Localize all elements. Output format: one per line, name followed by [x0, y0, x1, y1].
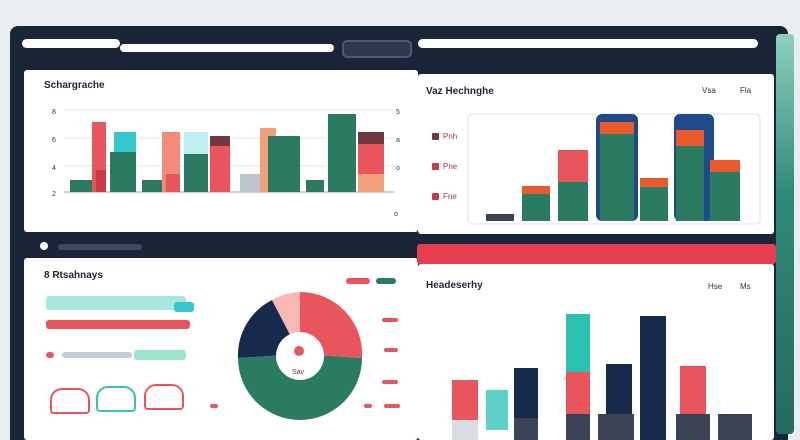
bar: [558, 150, 588, 182]
bar: [718, 414, 752, 440]
svg-text:4: 4: [52, 165, 56, 172]
svg-text:2: 2: [52, 191, 56, 198]
legend-label: Pnh: [443, 132, 458, 141]
bar: [710, 172, 740, 221]
bar: [676, 146, 704, 221]
pie-center-label: Sav: [292, 369, 305, 376]
bar: [96, 170, 106, 192]
svg-text:a: a: [396, 137, 400, 144]
status-dot-icon: [40, 242, 48, 250]
legend-item: Pne: [432, 162, 457, 171]
header-pill: [58, 244, 142, 250]
panel-title: 8 Rtsahnays: [44, 270, 103, 281]
bar: [358, 132, 384, 144]
bar: [452, 420, 478, 440]
header-tag[interactable]: Fla: [740, 86, 752, 95]
bar: [328, 114, 356, 192]
bar: [598, 414, 634, 440]
top-nav-pill-2[interactable]: [120, 44, 334, 52]
top-nav-pill-3[interactable]: [418, 39, 758, 48]
bar: [566, 414, 590, 440]
pie-slice: [238, 354, 362, 420]
bottom-right-header-bar: [417, 244, 776, 264]
placeholder-line: [62, 352, 132, 358]
chip-button[interactable]: [50, 388, 90, 414]
bar: [522, 186, 550, 194]
bar: [600, 122, 634, 134]
bar: [640, 178, 668, 187]
bar: [640, 187, 668, 221]
side-accent-strip: [776, 34, 794, 434]
bar: [166, 174, 180, 192]
top-nav-pill-1[interactable]: [22, 39, 120, 48]
bar: [676, 130, 704, 146]
header-tag[interactable]: Ms: [740, 282, 751, 291]
bar: [710, 160, 740, 172]
bar: [110, 152, 136, 192]
legend-label: Fne: [443, 192, 457, 201]
bar: [452, 380, 478, 420]
panel-title: Headeserhy: [426, 280, 483, 291]
chart-bottom-right: [452, 314, 752, 440]
bar: [142, 180, 164, 192]
bar: [70, 180, 94, 192]
legend-item: Fne: [432, 192, 457, 201]
header-tag[interactable]: Hse: [708, 282, 723, 291]
bar: [522, 194, 550, 221]
svg-text:o: o: [394, 211, 398, 218]
bar: [566, 314, 590, 372]
legend-swatch: [432, 193, 439, 200]
bar: [566, 372, 590, 414]
chip-button[interactable]: [96, 386, 136, 412]
progress-bar: [134, 350, 186, 360]
bar: [676, 414, 710, 440]
bar: [606, 364, 632, 414]
svg-text:6: 6: [52, 137, 56, 144]
panel-bottom-right: Headeserhy Hse Ms: [418, 264, 774, 440]
svg-text:8: 8: [52, 109, 56, 116]
bar: [184, 132, 208, 154]
legend-swatch: [432, 133, 439, 140]
bar: [210, 146, 230, 192]
legend-label: Pne: [443, 162, 458, 171]
bar: [486, 214, 514, 221]
panel-title: Vaz Hechnghe: [426, 86, 494, 97]
bar: [558, 182, 588, 221]
bar: [514, 418, 538, 440]
bar: [514, 368, 538, 418]
bar: [210, 136, 230, 146]
progress-bar-tip: [174, 302, 194, 312]
chip-button[interactable]: [144, 384, 184, 410]
legend-item: Pnh: [432, 132, 457, 141]
bar: [268, 136, 300, 192]
bar: [240, 174, 262, 192]
svg-text:5: 5: [396, 109, 400, 116]
bullet-icon: [46, 352, 54, 358]
chart-top-left: 8 6 4 2 5 a o o: [52, 109, 400, 218]
panel-bottom-left: 8 Rtsahnays Sav: [24, 258, 418, 440]
panel-top-right: Vaz Hechnghe Vsa Fla Pnh Pne Fne: [418, 74, 774, 234]
bar: [486, 390, 508, 430]
bar: [640, 316, 666, 440]
progress-bar: [46, 320, 190, 329]
bar: [184, 154, 208, 192]
panel-top-left: Schargrache 8 6 4 2 5 a o o: [24, 70, 418, 232]
bar: [358, 144, 384, 174]
bar: [358, 174, 384, 192]
bar: [600, 134, 634, 221]
header-tag[interactable]: Vsa: [702, 86, 716, 95]
bar: [306, 180, 324, 192]
top-search-box[interactable]: [342, 40, 412, 58]
progress-bar: [46, 296, 186, 310]
pie-chart: Sav: [210, 278, 400, 420]
panel-title: Schargrache: [44, 80, 105, 91]
bar: [680, 366, 706, 414]
svg-text:o: o: [396, 165, 400, 172]
legend-swatch: [432, 163, 439, 170]
chart-top-right: [467, 113, 761, 225]
bottom-left-header-strip: [28, 238, 416, 256]
